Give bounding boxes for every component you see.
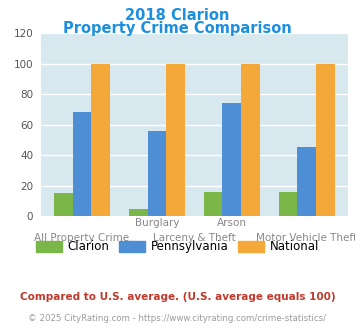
Text: Motor Vehicle Theft: Motor Vehicle Theft: [256, 233, 355, 243]
Bar: [316, 63, 335, 216]
Legend: Clarion, Pennsylvania, National: Clarion, Pennsylvania, National: [31, 236, 324, 258]
Text: Property Crime Comparison: Property Crime Comparison: [63, 21, 292, 36]
Bar: [91, 63, 110, 216]
Bar: [73, 112, 91, 216]
Text: Compared to U.S. average. (U.S. average equals 100): Compared to U.S. average. (U.S. average …: [20, 292, 335, 302]
Text: © 2025 CityRating.com - https://www.cityrating.com/crime-statistics/: © 2025 CityRating.com - https://www.city…: [28, 314, 327, 323]
Text: Arson: Arson: [217, 218, 247, 228]
Text: All Property Crime: All Property Crime: [34, 233, 130, 243]
Text: 2018 Clarion: 2018 Clarion: [125, 8, 230, 23]
Bar: [241, 63, 260, 216]
Bar: [129, 209, 148, 216]
Bar: [223, 103, 241, 216]
Bar: [297, 148, 316, 216]
Text: Larceny & Theft: Larceny & Theft: [153, 233, 236, 243]
Bar: [148, 131, 166, 216]
Text: Burglary: Burglary: [135, 218, 179, 228]
Bar: [204, 192, 223, 216]
Bar: [279, 192, 297, 216]
Bar: [54, 193, 73, 216]
Bar: [166, 63, 185, 216]
